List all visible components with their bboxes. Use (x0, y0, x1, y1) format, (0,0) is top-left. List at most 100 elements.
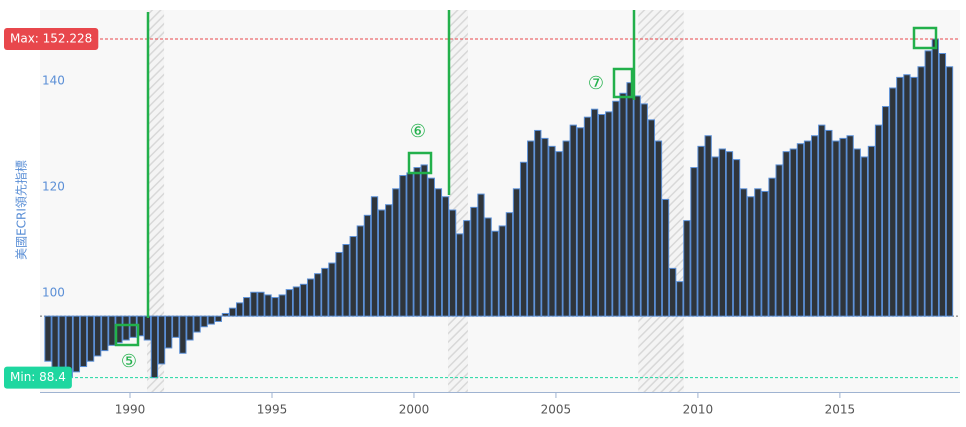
bar (505, 212, 514, 317)
bar (832, 140, 840, 317)
bar (271, 297, 279, 317)
bar (349, 236, 357, 317)
bar (669, 267, 677, 317)
annotation-marks (114, 10, 938, 347)
bar (72, 315, 81, 373)
bar (754, 188, 762, 317)
bar (328, 262, 336, 317)
bar (924, 50, 932, 317)
bar (697, 145, 705, 317)
bar (874, 124, 883, 317)
bar (619, 92, 627, 317)
bar (200, 315, 208, 328)
bar (321, 267, 329, 317)
bar (541, 137, 549, 317)
x-tick-label: 2005 (541, 403, 572, 417)
x-tick-label: 2010 (683, 403, 714, 417)
bar (647, 119, 656, 317)
bar (740, 188, 748, 317)
bar (94, 315, 102, 357)
bar (626, 82, 634, 317)
bar (527, 140, 535, 317)
bar (782, 151, 790, 317)
bar (605, 111, 613, 317)
bar (228, 307, 237, 317)
bar (356, 225, 364, 317)
bar (470, 206, 478, 317)
bar (576, 127, 585, 317)
bar (825, 129, 833, 317)
bar (562, 140, 570, 317)
bar (612, 100, 620, 317)
bar (789, 148, 797, 317)
bar (101, 315, 109, 352)
recession-band (147, 10, 165, 392)
bar (945, 66, 954, 317)
bar (150, 315, 159, 379)
max-label: Max: 152.228 (10, 32, 92, 46)
bar (718, 148, 727, 317)
bar (498, 225, 506, 317)
bar (803, 140, 812, 317)
bar (810, 135, 819, 317)
bar (881, 106, 890, 317)
bar (860, 156, 868, 317)
bar (58, 315, 66, 375)
bar (846, 135, 854, 317)
bar (427, 177, 435, 317)
bar (590, 108, 599, 317)
bar (463, 220, 471, 317)
bar (512, 188, 521, 317)
bar (704, 135, 712, 317)
bar (377, 209, 386, 317)
annotation: ⑦ (588, 73, 604, 94)
x-tick-label: 1990 (115, 403, 146, 417)
bar (775, 164, 783, 317)
bar (569, 124, 577, 317)
bar (157, 315, 166, 365)
bar (413, 167, 421, 317)
bar (818, 124, 826, 317)
bar (335, 251, 343, 317)
bar (108, 315, 116, 346)
bar (796, 143, 805, 317)
bar (179, 315, 187, 354)
y-axis-label: 美國ECRI領先指標 (14, 160, 29, 260)
bar (342, 244, 350, 317)
bar (853, 148, 861, 317)
bar (79, 315, 88, 368)
bar (51, 315, 59, 373)
bar (839, 137, 847, 317)
bar (129, 315, 137, 338)
bar (243, 297, 251, 317)
bar (314, 273, 322, 317)
bar (363, 214, 372, 317)
bar (299, 283, 308, 317)
bar (583, 116, 592, 317)
bar (250, 291, 258, 317)
bar (441, 196, 450, 317)
bar (903, 74, 911, 317)
bar (491, 230, 499, 317)
annotation: ⑤ (121, 351, 137, 372)
bar (519, 161, 528, 317)
bar (640, 103, 648, 317)
bar (676, 281, 684, 317)
bar (654, 140, 663, 317)
bar (477, 193, 485, 317)
bar (867, 145, 876, 317)
max-badge (4, 28, 99, 51)
bar (214, 315, 222, 322)
bar (392, 188, 400, 317)
bar (44, 315, 52, 362)
bar (207, 315, 215, 325)
bar (406, 172, 414, 317)
bar (143, 315, 152, 341)
bar (370, 196, 379, 317)
x-tick-label: 2015 (825, 403, 856, 417)
x-tick-label: 2000 (399, 403, 430, 417)
bar (122, 315, 130, 341)
bar (917, 66, 925, 317)
bar (420, 164, 428, 317)
x-tick-label: 1995 (257, 403, 288, 417)
